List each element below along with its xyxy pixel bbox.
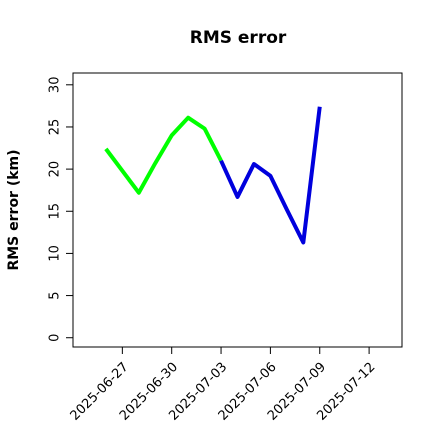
data-line bbox=[104, 115, 223, 195]
data-line bbox=[219, 106, 322, 245]
y-axis-label: RMS error (km) bbox=[6, 149, 22, 270]
chart-title: RMS error bbox=[190, 28, 287, 48]
plot-frame bbox=[72, 72, 403, 348]
y-tick-label: 5 bbox=[48, 291, 63, 299]
y-tick-label: 10 bbox=[48, 245, 63, 262]
y-tick-label: 30 bbox=[48, 77, 63, 94]
y-tick-label: 0 bbox=[48, 334, 63, 342]
y-tick-label: 25 bbox=[48, 119, 63, 136]
y-tick-label: 15 bbox=[48, 203, 63, 220]
y-tick-label: 20 bbox=[48, 161, 63, 178]
